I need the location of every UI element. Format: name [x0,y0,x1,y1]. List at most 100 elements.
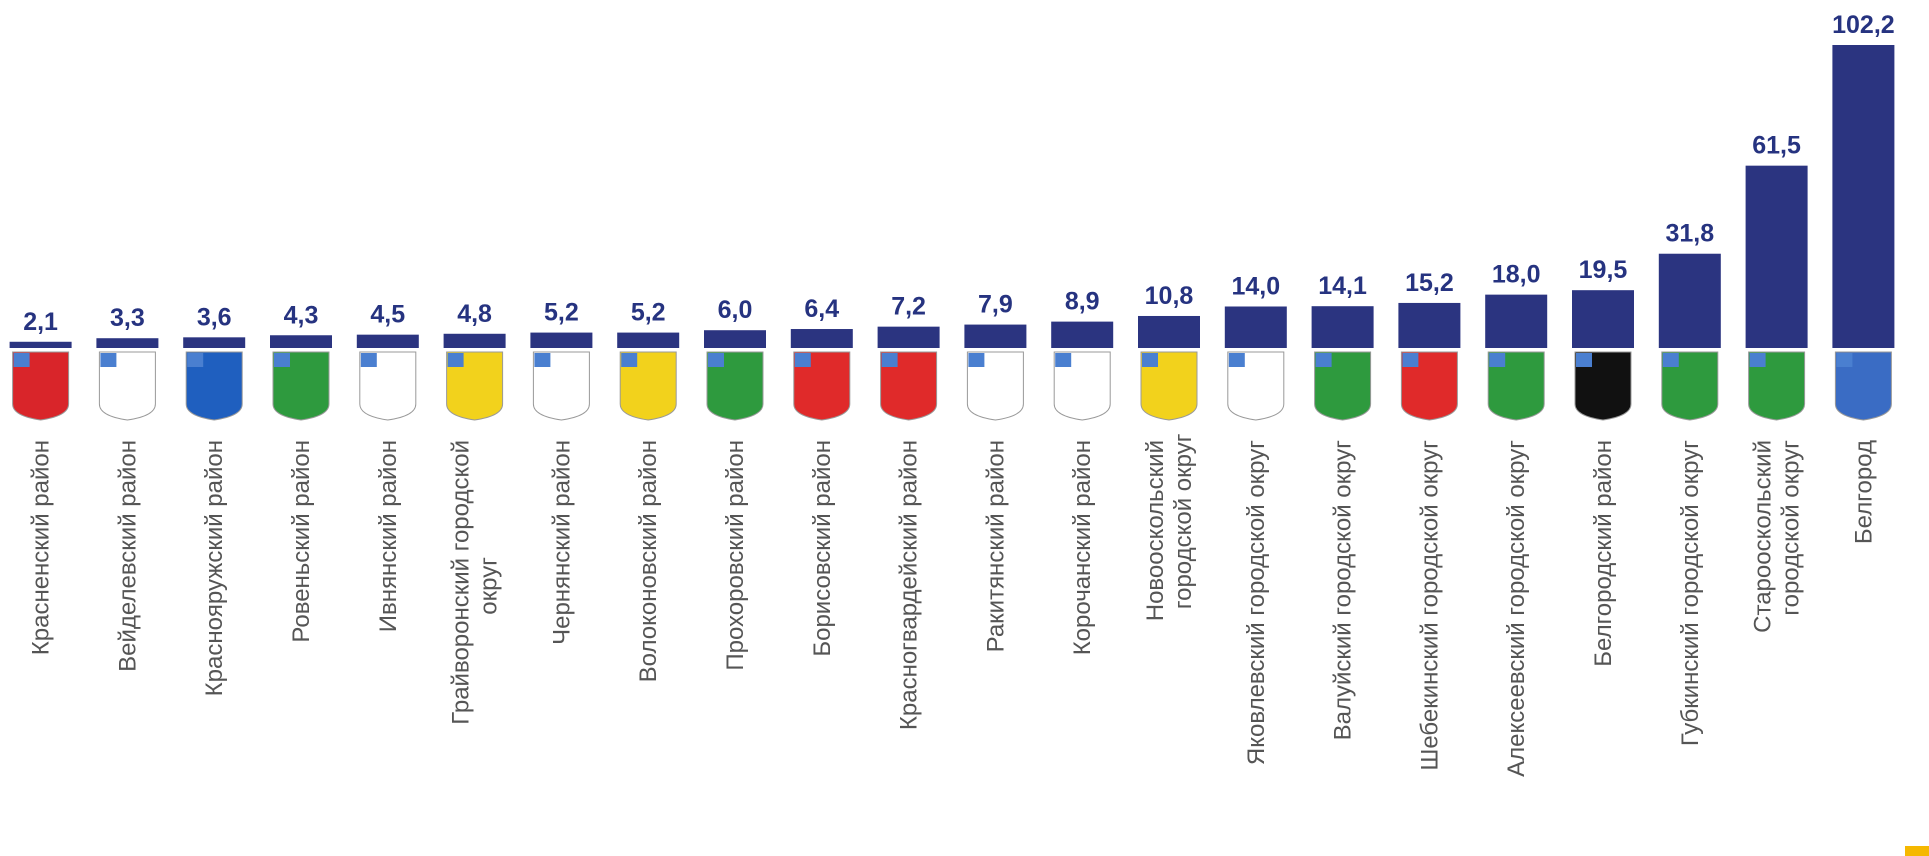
value-label: 14,0 [1231,272,1280,300]
coat-of-arms-canton [13,353,30,367]
category-label: Ровеньский район [288,440,315,643]
category-label: Красногвардейский район [896,440,923,730]
coat-of-arms-canton [1228,353,1245,367]
bar [1224,306,1287,348]
coat-of-arms [1400,351,1458,421]
value-label: 5,2 [631,299,666,327]
bar [1572,290,1634,348]
category-label: Борисовский район [809,440,836,657]
coat-of-arms-canton [1836,353,1853,367]
value-label: 14,1 [1318,272,1367,300]
coat-of-arms [1748,351,1806,421]
category-label: Краснояружский район [201,440,228,696]
coat-of-arms-canton [881,353,898,367]
coat-of-arms [1053,351,1111,421]
value-label: 7,2 [891,293,926,321]
coat-of-arms [1314,351,1372,421]
value-label: 19,5 [1579,256,1628,284]
value-label: 31,8 [1665,220,1714,248]
coat-of-arms-canton [1749,353,1766,367]
coat-of-arms-canton [100,353,117,367]
bar [877,326,940,348]
value-label: 61,5 [1752,132,1801,160]
coat-of-arms [98,351,156,421]
coat-of-arms [793,351,851,421]
category-label: Красненский район [28,440,55,655]
bar [790,329,853,348]
category-label: Чернянский район [548,440,575,645]
coat-of-arms [1661,351,1719,421]
coat-of-arms [706,351,764,421]
coat-of-arms [185,351,243,421]
bar [9,341,72,348]
bar [443,333,506,348]
value-label: 15,2 [1405,269,1454,297]
category-label: Яковлевский городской округ [1243,440,1270,765]
category-label: Новооскольскийгородской округ [1142,433,1197,621]
value-label: 4,3 [284,301,319,329]
coat-of-arms-canton [187,353,204,367]
bar [96,338,159,348]
coat-of-arms-canton [1402,353,1419,367]
coat-of-arms [619,351,677,421]
coat-of-arms [272,351,330,421]
category-label: Ивнянский район [375,440,402,632]
category-label: Вейделевский район [114,440,141,672]
value-label: 10,8 [1145,282,1194,310]
value-label: 2,1 [23,308,58,336]
value-label: 3,6 [197,303,232,331]
value-label: 5,2 [544,299,579,327]
coat-of-arms-canton [1055,353,1072,367]
category-label: Алексеевский городской округ [1503,440,1530,777]
bar [1745,165,1808,348]
coat-of-arms [1227,351,1285,421]
bar [1051,321,1114,348]
coat-of-arms-canton [1142,353,1158,367]
value-label: 4,5 [370,301,405,329]
bar [964,324,1027,348]
coat-of-arms [1574,351,1632,421]
coat-of-arms-canton [1576,353,1592,367]
bar [1138,315,1200,348]
value-label: 3,3 [110,304,145,332]
category-label: Шебекинский городской округ [1416,440,1443,771]
coat-of-arms-canton [968,353,985,367]
corner-accent [1905,846,1929,856]
category-label: Грайворонский городскойокруг [448,440,503,725]
value-label: 6,0 [718,296,753,324]
category-label: Губкинский городской округ [1677,440,1704,746]
bar [704,330,766,348]
value-label: 102,2 [1832,11,1895,39]
bar [270,335,332,348]
value-label: 4,8 [457,300,492,328]
coat-of-arms [532,351,590,421]
coat-of-arms [359,351,417,421]
coat-of-arms-canton [447,353,464,367]
coat-of-arms [1140,351,1198,421]
value-label: 7,9 [978,291,1013,319]
coat-of-arms-canton [360,353,377,367]
bar [183,337,246,348]
coat-of-arms [1834,351,1892,421]
value-label: 18,0 [1492,261,1541,289]
category-label: Корочанский район [1069,440,1096,655]
coat-of-arms [1487,351,1545,421]
coat-of-arms-canton [534,353,551,367]
value-label: 8,9 [1065,288,1100,316]
bar [1832,45,1895,348]
coat-of-arms [446,351,504,421]
bar [1311,306,1374,348]
category-label: Ракитянский район [982,440,1009,652]
coat-of-arms-canton [1315,353,1332,367]
coat-of-arms [12,351,70,421]
bar [530,332,593,348]
category-label: Волоконовский район [635,440,662,682]
category-label: Белгородский район [1590,440,1617,667]
coat-of-arms [880,351,938,421]
coat-of-arms-canton [621,353,638,367]
coat-of-arms-canton [274,353,290,367]
category-label: Старооскольскийгородской округ [1750,440,1805,633]
bar [356,334,419,348]
category-label: Белгород [1850,440,1877,544]
